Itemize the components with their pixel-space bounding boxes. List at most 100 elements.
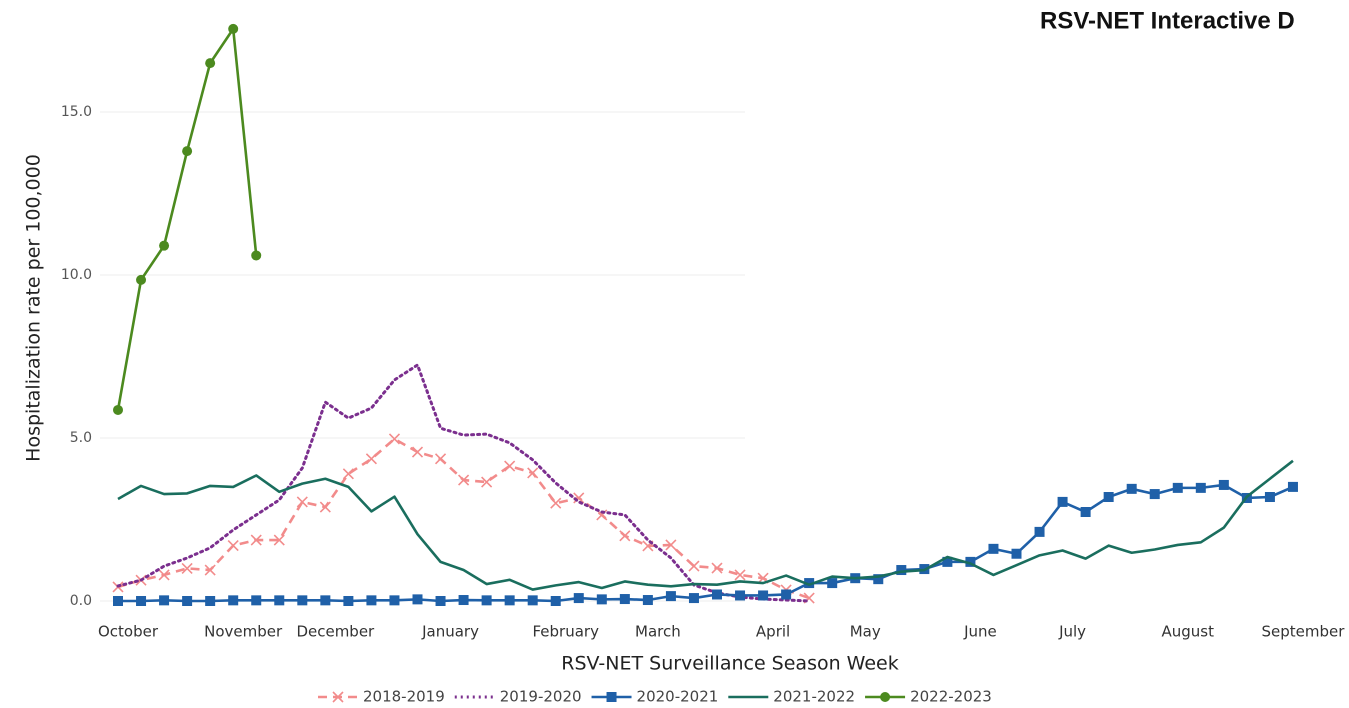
point — [734, 569, 746, 581]
point — [159, 595, 170, 606]
point — [228, 23, 239, 34]
point — [665, 591, 676, 602]
point — [758, 590, 769, 601]
x-tick-label: July — [1058, 623, 1086, 641]
point — [1080, 507, 1091, 518]
point — [880, 692, 891, 702]
point — [504, 595, 515, 606]
point — [319, 501, 331, 513]
point — [873, 574, 884, 585]
point — [458, 474, 470, 486]
x-tick-label: September — [1262, 623, 1346, 641]
point — [366, 595, 377, 606]
point — [1034, 526, 1045, 537]
legend-label: 2021-2022 — [773, 688, 855, 706]
point — [1195, 482, 1206, 493]
point — [332, 691, 344, 703]
x-tick-label: June — [963, 623, 997, 641]
point — [781, 589, 792, 600]
point — [527, 595, 538, 606]
point — [182, 146, 193, 157]
point — [273, 534, 285, 546]
y-tick-label: 10.0 — [61, 267, 92, 283]
point — [113, 404, 123, 415]
point — [712, 589, 722, 600]
chart-title: RSV-NET Interactive D — [1040, 7, 1295, 34]
point — [942, 556, 953, 567]
point — [343, 596, 354, 606]
point — [619, 530, 631, 542]
point — [596, 594, 607, 605]
point — [573, 492, 585, 504]
point — [181, 562, 193, 574]
point — [435, 596, 446, 606]
point — [988, 543, 999, 554]
point — [1172, 482, 1183, 493]
point — [320, 595, 331, 606]
point — [550, 497, 562, 509]
legend-label: 2018-2019 — [363, 688, 445, 706]
legend-label: 2022-2023 — [910, 688, 992, 706]
point — [481, 595, 492, 606]
legend: 2018-2019 2019-2020 2020-2021 2021-2022 2022… — [318, 688, 992, 706]
point — [365, 453, 377, 465]
point — [136, 274, 147, 285]
point — [827, 578, 838, 589]
point — [274, 595, 285, 606]
point — [204, 564, 216, 576]
point — [412, 594, 423, 605]
point — [1218, 479, 1229, 490]
series — [117, 459, 1294, 591]
point — [389, 595, 400, 606]
legend-label: 2019-2020 — [500, 688, 582, 706]
point — [527, 467, 539, 479]
y-axis-label: Hospitalization rate per 100,000 — [23, 154, 45, 462]
point — [735, 590, 746, 601]
point — [481, 476, 493, 488]
point — [1103, 492, 1114, 503]
point — [182, 596, 193, 606]
point — [205, 596, 216, 606]
point — [965, 556, 976, 567]
point — [296, 496, 308, 508]
point — [688, 560, 700, 572]
series-line — [118, 483, 1294, 603]
x-tick-label: April — [756, 623, 790, 641]
point — [458, 595, 469, 606]
point — [1287, 481, 1298, 492]
point — [411, 446, 424, 458]
point — [1264, 492, 1275, 503]
x-tick-label: May — [850, 623, 881, 641]
point — [606, 692, 617, 702]
legend-label: 2020-2021 — [637, 688, 719, 706]
point — [251, 595, 262, 606]
y-tick-label: 15.0 — [61, 104, 92, 120]
point — [711, 562, 723, 574]
series — [112, 433, 815, 604]
series-line — [116, 27, 258, 411]
point — [504, 460, 516, 472]
point — [388, 433, 401, 445]
series — [113, 479, 1298, 606]
point — [1057, 496, 1068, 507]
point — [642, 595, 653, 606]
point — [227, 540, 239, 552]
y-tick-label: 5.0 — [70, 430, 92, 446]
x-axis-label: RSV-NET Surveillance Season Week — [561, 653, 898, 675]
point — [250, 534, 262, 546]
point — [158, 569, 170, 581]
point — [665, 539, 677, 551]
series-line — [116, 363, 811, 603]
point — [228, 595, 239, 606]
point — [205, 58, 216, 69]
x-tick-label: January — [421, 623, 479, 641]
series-line — [117, 437, 810, 600]
x-tick-label: March — [635, 623, 681, 641]
point — [159, 240, 170, 251]
x-tick-label: December — [296, 623, 375, 641]
series — [113, 23, 262, 415]
point — [573, 593, 584, 604]
point — [434, 453, 447, 465]
point — [113, 596, 123, 606]
